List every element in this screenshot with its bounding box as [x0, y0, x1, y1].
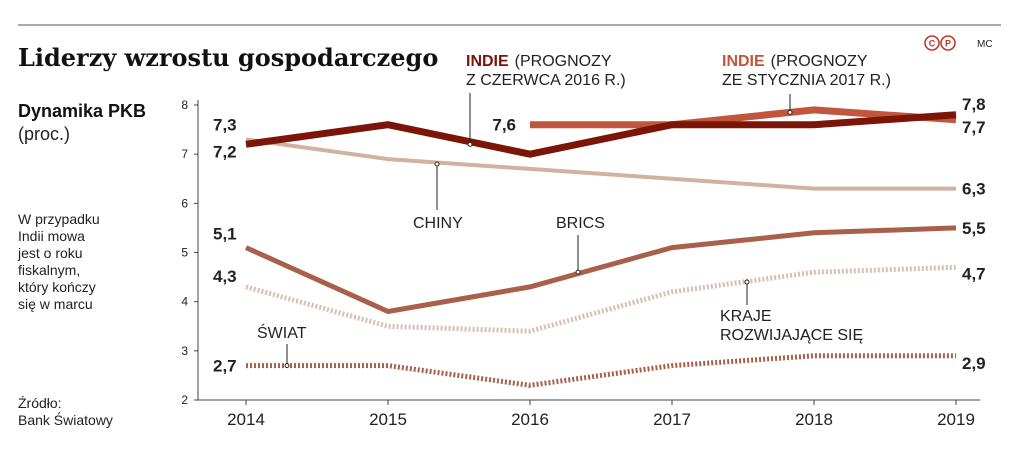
start-value-label: 7,6	[492, 116, 516, 135]
leader-dot	[284, 363, 290, 369]
y-tick-label: 5	[181, 246, 188, 260]
logo-p-circle	[940, 35, 956, 51]
leader-dot	[787, 109, 793, 115]
source-line: Bank Światowy	[18, 411, 113, 428]
y-tick-label: 4	[181, 295, 188, 309]
chart-title: Liderzy wzrostu gospodarczego	[18, 43, 438, 72]
x-tick-label: 2018	[795, 410, 833, 429]
series-line-brics	[244, 225, 957, 315]
end-value-label: 7,8	[962, 95, 986, 114]
note-line: W przypadku	[18, 211, 100, 227]
series-line-świat	[246, 353, 956, 388]
y-tick-label: 3	[181, 344, 188, 358]
end-value-label: 2,9	[962, 354, 986, 373]
label-indie-2017-line2: ZE STYCZNIA 2017 R.)	[722, 72, 891, 89]
label-indie-2017-rest1: (PROGNOZY	[771, 53, 868, 70]
logo-p-letter: P	[945, 39, 951, 49]
y-tick-label: 2	[181, 393, 188, 407]
label-indie-2016-line2: Z CZERWCA 2016 R.)	[466, 72, 626, 89]
y-tick-label: 8	[181, 98, 188, 112]
note-line: się w marcu	[18, 296, 93, 312]
leader-dot	[434, 161, 440, 167]
label-indie-2016-rest1: (PROGNOZY	[515, 53, 612, 70]
label-indie-2016-bold: INDIE	[466, 53, 509, 70]
cp-logo: C P	[924, 35, 956, 51]
start-value-label: 5,1	[213, 225, 237, 244]
source-line: Źródło:	[18, 395, 62, 411]
label-chiny: CHINY	[413, 215, 463, 232]
series-line-kraje	[245, 264, 957, 334]
source-note: Źródło: Bank Światowy	[18, 395, 113, 428]
label-indie-2016: INDIE (PROGNOZY	[466, 53, 612, 70]
start-value-label: 7,2	[213, 142, 237, 161]
series-layer	[244, 106, 957, 388]
y-tick-label: 6	[181, 196, 188, 210]
start-value-label: 4,3	[213, 267, 237, 286]
y-tick-label: 7	[181, 147, 188, 161]
start-value-label: 2,7	[213, 357, 237, 376]
india-note: W przypadku Indii mowa jest o roku fiska…	[17, 211, 100, 312]
series-line-indie	[530, 106, 957, 129]
subtitle-bold: Dynamika PKB	[18, 101, 146, 121]
note-line: jest o roku	[17, 245, 83, 261]
note-line: który kończy	[18, 279, 96, 295]
series-line-chiny	[245, 137, 956, 191]
label-indie-2017: INDIE (PROGNOZY	[722, 53, 868, 70]
series-line-indie	[245, 111, 957, 158]
x-tick-label: 2015	[369, 410, 407, 429]
note-line: Indii mowa	[18, 228, 85, 244]
end-value-label: 4,7	[962, 264, 986, 283]
note-line: fiskalnym,	[18, 262, 80, 278]
author-credit: MC	[977, 39, 993, 50]
value-labels: 7,2 7,8 7,6 7,7 7,3 6,3 5,1 5,5 4,3 4,7 2,7 2,9	[213, 95, 986, 376]
start-value-label: 7,3	[213, 115, 237, 134]
label-leaders	[284, 93, 793, 369]
end-value-label: 6,3	[962, 180, 986, 199]
x-tick-label: 2017	[653, 410, 691, 429]
logo-c-circle	[924, 35, 940, 51]
leader-dot	[744, 279, 750, 285]
label-swiat: ŚWIAT	[257, 323, 307, 342]
leader-dot	[575, 269, 581, 275]
x-tick-label: 2019	[937, 410, 975, 429]
label-kraje-line2: ROZWIJAJĄCE SIĘ	[720, 327, 863, 344]
x-tick-label: 2014	[227, 410, 265, 429]
series-labels: INDIE (PROGNOZY Z CZERWCA 2016 R.) INDIE (…	[257, 53, 891, 344]
subtitle-unit: (proc.)	[18, 124, 70, 144]
label-indie-2017-bold: INDIE	[722, 53, 765, 70]
end-value-label: 5,5	[962, 219, 986, 238]
end-value-label: 7,7	[962, 118, 986, 137]
x-tick-label: 2016	[511, 410, 549, 429]
label-kraje-line1: KRAJE	[720, 308, 772, 325]
label-brics: BRICS	[556, 215, 605, 232]
logo-c-letter: C	[929, 39, 936, 49]
axes: 2 3 4 5 6 7 8 2014 2015 2016 2017 2018 2019	[181, 98, 980, 429]
leader-dot	[467, 141, 473, 147]
